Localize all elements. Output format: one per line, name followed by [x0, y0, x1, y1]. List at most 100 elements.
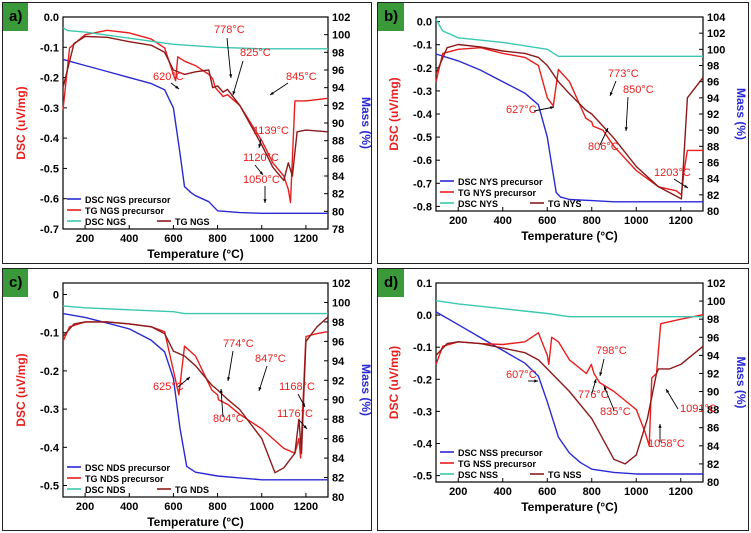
y-right-tick-label: 104 — [707, 12, 726, 24]
y-left-axis-label: DSC (uV/mg) — [14, 86, 28, 159]
y-left-tick-label: -0.2 — [413, 63, 432, 75]
legend-label: TG NSS — [548, 470, 582, 480]
panel-c: 200 400 600 800 1000 1200 0 -0.1 -0.2 -0.3 -0.4 -0.… — [2, 268, 373, 531]
y-right-tick-label: 100 — [332, 30, 350, 42]
x-axis-label: Temperature (°C) — [521, 500, 618, 514]
x-tick-label: 1000 — [624, 215, 648, 227]
annotation-label: 1168°C — [279, 381, 315, 393]
x-tick-label: 1000 — [250, 501, 274, 513]
annotation-label: 625°C — [153, 381, 184, 393]
annotation-label: 1176°C — [277, 408, 313, 420]
y-right-tick-label: 84 — [332, 453, 345, 465]
y-left-tick-label: -0.5 — [413, 132, 432, 144]
y-right-tick-label: 82 — [332, 473, 344, 485]
x-axis-label: Temperature (°C) — [521, 229, 618, 243]
x-tick-label: 800 — [208, 233, 226, 245]
annotation-arrowhead — [232, 91, 236, 95]
x-tick-label: 1200 — [669, 486, 693, 498]
x-axis-label: Temperature (°C) — [147, 515, 244, 529]
x-axis-label: Temperature (°C) — [147, 247, 244, 261]
y-right-tick-label: 90 — [332, 118, 344, 130]
y-right-tick-label: 94 — [707, 93, 720, 105]
annotation-arrowhead — [263, 199, 267, 203]
annotation-label: 778°C — [214, 24, 245, 36]
annotation-arrow — [603, 385, 615, 411]
y-left-tick-label: -0.3 — [413, 406, 432, 418]
legend-label: DSC NSS — [458, 470, 498, 480]
y-left-axis-label: DSC (uV/mg) — [387, 77, 401, 150]
annotation-arrowhead — [605, 128, 608, 132]
annotation-arrowhead — [550, 106, 554, 110]
y-right-tick-label: 92 — [707, 368, 719, 380]
y-left-axis-label: DSC (uV/mg) — [14, 353, 28, 426]
y-left-tick-label: -0.5 — [40, 163, 59, 175]
annotation-label: 1139°C — [253, 125, 289, 137]
x-tick-label: 200 — [449, 486, 467, 498]
annotation-arrowhead — [534, 379, 538, 383]
series-line-2 — [435, 314, 704, 447]
annotation-label: 806°C — [588, 141, 619, 153]
legend-label: DSC NDS precursor — [85, 463, 171, 473]
legend-label: DSC NYS — [458, 199, 498, 209]
y-left-tick-label: -0.1 — [413, 40, 432, 52]
annotation-label: 774°C — [223, 338, 254, 350]
y-left-tick-label: 0.0 — [417, 310, 432, 322]
y-left-axis-label: DSC (uV/mg) — [387, 346, 401, 419]
y-right-tick-label: 96 — [707, 332, 719, 344]
x-tick-label: 1200 — [669, 215, 693, 227]
legend-label: DSC NGS precursor — [85, 195, 171, 205]
annotation-label: 847°C — [255, 353, 286, 365]
series-line-2 — [62, 29, 329, 204]
y-right-tick-label: 98 — [707, 314, 719, 326]
y-right-tick-label: 98 — [332, 47, 344, 59]
x-tick-label: 400 — [120, 233, 138, 245]
y-right-tick-label: 88 — [707, 141, 719, 153]
annotation-label: 1091°C — [680, 403, 717, 415]
panel-label: a) — [3, 3, 29, 31]
panel-a: 200 400 600 800 1000 1200 0.0 -0.1 -0.2 -0.3 -0.4 -… — [2, 2, 373, 264]
y-right-tick-label: 100 — [707, 44, 725, 56]
annotation-arrow — [665, 388, 679, 410]
x-tick-label: 200 — [76, 233, 94, 245]
y-right-tick-label: 88 — [332, 414, 344, 426]
y-right-tick-label: 88 — [332, 136, 344, 148]
legend-label: TG NGS precursor — [85, 206, 165, 216]
x-tick-label: 1000 — [250, 233, 274, 245]
y-left-tick-label: -0.2 — [40, 73, 59, 85]
y-right-tick-label: 84 — [332, 171, 345, 183]
annotation-arrowhead — [301, 403, 305, 407]
legend-label: TG NSS precursor — [458, 459, 537, 469]
y-right-tick-label: 82 — [707, 190, 719, 202]
y-right-tick-label: 86 — [707, 423, 719, 435]
x-tick-label: 1200 — [294, 501, 318, 513]
annotation-arrowhead — [258, 144, 262, 148]
x-tick-label: 1000 — [624, 486, 648, 498]
y-left-tick-label: -0.8 — [413, 201, 432, 213]
y-left-tick-label: 0.0 — [44, 12, 59, 24]
x-tick-label: 1200 — [294, 233, 318, 245]
annotation-label: 1058°C — [648, 438, 685, 450]
annotation-label: 850°C — [623, 84, 654, 96]
x-tick-label: 600 — [164, 233, 182, 245]
annotation-label: 1203°C — [654, 167, 691, 179]
y-left-tick-label: -0.4 — [413, 109, 433, 121]
y-right-tick-label: 94 — [332, 83, 345, 95]
y-left-tick-label: -0.5 — [40, 481, 59, 493]
x-tick-label: 600 — [164, 501, 182, 513]
y-left-tick-label: -0.7 — [40, 224, 59, 236]
series-line-3 — [435, 18, 703, 57]
y-left-tick-label: -0.2 — [40, 366, 59, 378]
x-tick-label: 800 — [208, 501, 226, 513]
legend-label: DSC NYS precursor — [458, 177, 543, 187]
y-right-tick-label: 92 — [707, 109, 719, 121]
y-right-tick-label: 84 — [707, 441, 720, 453]
x-tick-label: 200 — [76, 501, 94, 513]
series-line-1 — [435, 53, 703, 203]
annotation-label: 1050°C — [243, 174, 280, 186]
y-left-tick-label: 0.1 — [417, 278, 432, 290]
y-right-tick-label: 82 — [707, 459, 719, 471]
y-left-tick-label: -0.2 — [413, 374, 432, 386]
annotation-arrow — [232, 60, 244, 96]
y-left-tick-label: -0.1 — [40, 328, 59, 340]
y-left-tick-label: -0.3 — [40, 103, 59, 115]
